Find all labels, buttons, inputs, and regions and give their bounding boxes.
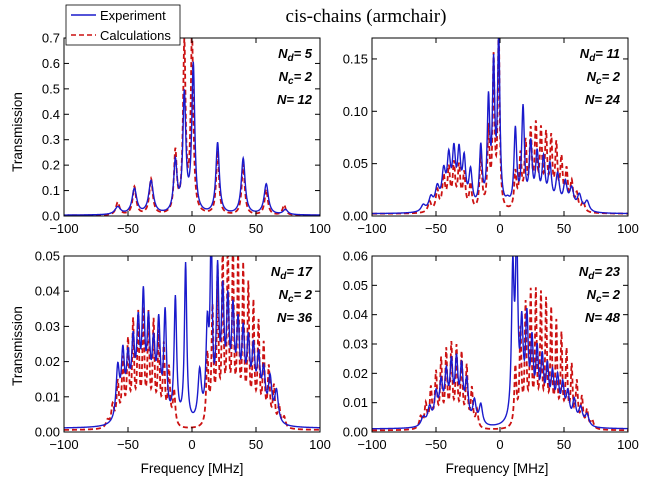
x-axis-label-left: Frequency [MHz] <box>141 461 244 476</box>
x-tick-label: 100 <box>309 437 331 452</box>
x-tick-label: 100 <box>617 437 639 452</box>
x-tick-label: 50 <box>557 437 571 452</box>
y-tick-label: 0.01 <box>343 395 368 410</box>
x-tick-label: −50 <box>117 437 139 452</box>
x-axis-label-right: Frequency [MHz] <box>446 461 549 476</box>
panel-annotation: Nd= 11 <box>580 46 620 64</box>
y-tick-label: 0.05 <box>343 278 368 293</box>
y-tick-label: 0.00 <box>35 425 60 440</box>
panel-bottom-left: −100 −50 0 50 100 0.00 0.01 0.02 0.03 0.04 0.05 Nd=… <box>35 249 331 453</box>
plot-frame <box>371 255 629 433</box>
x-tick-label: 100 <box>617 221 639 236</box>
y-tick-label: 0.10 <box>343 104 368 119</box>
y-tick-label: 0.02 <box>35 354 60 369</box>
y-tick-label: 0.04 <box>35 284 60 299</box>
x-tick-label: −50 <box>425 437 447 452</box>
panel-annotation: N= 36 <box>277 310 313 325</box>
x-tick-label: 50 <box>249 221 263 236</box>
y-tick-label: 0.03 <box>343 337 368 352</box>
panels: −100 −50 0 50 100 0.0 0.1 0.2 0.3 0.4 0.5 0.6 0.7 Nd=… <box>35 31 639 453</box>
y-tick-label: 0.6 <box>42 56 60 71</box>
y-tick-label: 0.15 <box>343 51 368 66</box>
panel-annotation: Nc= 2 <box>587 69 621 87</box>
x-tick-label: −100 <box>357 437 386 452</box>
y-tick-label: 0.01 <box>35 389 60 404</box>
panel-bottom-right: −100 −50 0 50 100 0.00 0.01 0.02 0.03 0.04 0.05 0.0… <box>343 249 639 453</box>
y-tick-label: 0.2 <box>42 158 60 173</box>
y-tick-label: 0.5 <box>42 81 60 96</box>
x-tick-label: −50 <box>425 221 447 236</box>
series-experiment <box>64 61 320 216</box>
plot-frame <box>63 255 321 433</box>
series-calculations <box>372 287 628 432</box>
panel-top-right: −100 −50 0 50 100 0.00 0.05 0.10 0.15 Nd= 11 Nc= 2… <box>343 37 639 236</box>
x-tick-label: −50 <box>117 221 139 236</box>
chart-title: cis-chains (armchair) <box>286 6 447 27</box>
panel-annotation: N= 24 <box>585 92 621 107</box>
y-tick-label: 0.3 <box>42 132 60 147</box>
legend-label-calculations: Calculations <box>100 28 171 43</box>
y-tick-label: 0.05 <box>343 156 368 171</box>
y-tick-label: 0.06 <box>343 249 368 264</box>
legend-label-experiment: Experiment <box>100 8 166 23</box>
y-tick-label: 0.7 <box>42 31 60 46</box>
panel-top-left: −100 −50 0 50 100 0.0 0.1 0.2 0.3 0.4 0.5 0.6 0.7 Nd=… <box>42 31 331 237</box>
y-tick-label: 0.03 <box>35 319 60 334</box>
x-tick-label: 0 <box>188 437 195 452</box>
y-axis-label-bottom: Transmission <box>10 306 25 386</box>
curves <box>64 256 320 431</box>
x-tick-label: 50 <box>557 221 571 236</box>
panel-annotation: Nd= 5 <box>278 46 313 64</box>
x-tick-label: 0 <box>496 437 503 452</box>
panel-annotation: Nc= 2 <box>279 69 313 87</box>
y-tick-label: 0.00 <box>343 425 368 440</box>
x-tick-label: 0 <box>188 221 195 236</box>
y-tick-label: 0.02 <box>343 366 368 381</box>
legend-box <box>65 4 181 46</box>
y-axis-label-top: Transmission <box>10 92 25 172</box>
panel-annotation: Nc= 2 <box>587 287 621 305</box>
curves <box>372 38 628 215</box>
panel-annotation: N= 12 <box>277 92 313 107</box>
series-calculations <box>64 256 320 431</box>
x-tick-label: −100 <box>49 437 78 452</box>
x-tick-label: 0 <box>496 221 503 236</box>
panel-annotation: Nd= 17 <box>271 264 313 282</box>
y-tick-label: 0.05 <box>35 249 60 264</box>
x-tick-label: 50 <box>249 437 263 452</box>
curves <box>372 256 628 432</box>
y-tick-label: 0.04 <box>343 307 368 322</box>
y-tick-label: 0.4 <box>42 107 60 122</box>
panel-annotation: N= 48 <box>585 310 621 325</box>
legend: Experiment Calculations <box>65 4 181 46</box>
x-tick-label: −100 <box>49 221 78 236</box>
x-tick-label: −100 <box>357 221 386 236</box>
panel-annotation: Nd= 23 <box>579 264 621 282</box>
y-tick-label: 0.0 <box>42 209 60 224</box>
y-tick-label: 0.00 <box>343 209 368 224</box>
panel-annotation: Nc= 2 <box>279 287 313 305</box>
series-experiment <box>372 256 628 430</box>
series-experiment <box>64 256 320 429</box>
x-tick-label: 100 <box>309 221 331 236</box>
series-experiment <box>372 38 628 215</box>
y-tick-label: 0.1 <box>42 183 60 198</box>
curves <box>64 38 320 216</box>
